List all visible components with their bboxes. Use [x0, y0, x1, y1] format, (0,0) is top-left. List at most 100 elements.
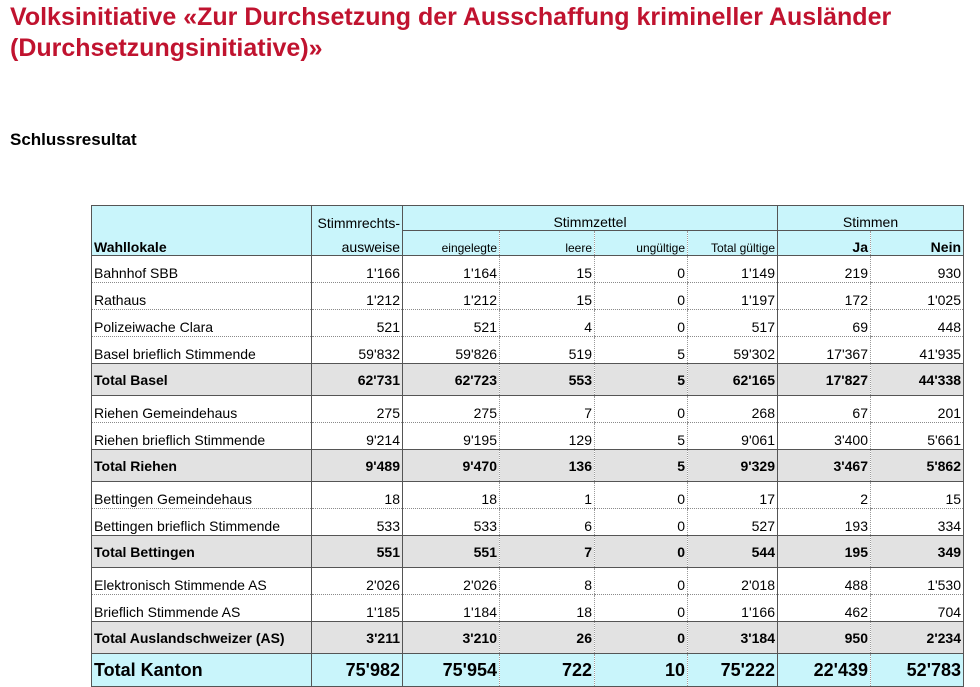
- cell-leere: 15: [499, 282, 595, 310]
- cell-ja: 219: [777, 255, 871, 283]
- cell-total-gueltige: 59'302: [687, 336, 778, 364]
- cell-ausweise: 59'832: [311, 336, 403, 364]
- cell-nein: 334: [869, 508, 965, 536]
- cell-wahllokal: Bahnhof SBB: [91, 255, 312, 283]
- cell-wahllokal: Rathaus: [91, 282, 312, 310]
- header-ja: Ja: [777, 230, 871, 256]
- cell-ausweise: 275: [311, 395, 403, 423]
- cell-eingelegte: 275: [402, 395, 500, 423]
- cell-ja: 2: [777, 481, 871, 509]
- subtotal-row: Total Bettingen 551 551 7 0 544 195 349: [91, 535, 965, 568]
- cell-ja: 462: [777, 594, 871, 622]
- cell-ausweise: 2'026: [311, 567, 403, 595]
- table-header: Stimmrechts- Stimmzettel Stimmen Wahllok…: [91, 205, 965, 256]
- cell-ausweise: 521: [311, 309, 403, 337]
- cell-leere: 553: [499, 363, 595, 396]
- cell-ausweise: 75'982: [311, 653, 403, 687]
- cell-leere: 6: [499, 508, 595, 536]
- cell-leere: 18: [499, 594, 595, 622]
- page-title: Volksinitiative «Zur Durchsetzung der Au…: [10, 3, 892, 62]
- cell-leere: 7: [499, 395, 595, 423]
- cell-eingelegte: 3'210: [402, 621, 500, 654]
- cell-total-gueltige: 544: [687, 535, 778, 568]
- cell-eingelegte: 18: [402, 481, 500, 509]
- cell-nein: 930: [869, 255, 965, 283]
- header-stimmzettel: Stimmzettel: [402, 205, 778, 231]
- header-nein: Nein: [869, 230, 965, 256]
- cell-total-gueltige: 1'197: [687, 282, 778, 310]
- cell-eingelegte: 75'954: [402, 653, 500, 687]
- cell-ausweise: 1'212: [311, 282, 403, 310]
- table-row: Bahnhof SBB 1'166 1'164 15 0 1'149 219 930: [91, 255, 965, 283]
- cell-leere: 4: [499, 309, 595, 337]
- cell-total-gueltige: 3'184: [687, 621, 778, 654]
- cell-nein: 15: [869, 481, 965, 509]
- cell-wahllokal: Bettingen Gemeindehaus: [91, 481, 312, 509]
- cell-leere: 26: [499, 621, 595, 654]
- cell-ungueltige: 0: [594, 594, 688, 622]
- cell-wahllokal: Total Basel: [91, 363, 312, 396]
- cell-ja: 195: [777, 535, 871, 568]
- cell-ausweise: 1'185: [311, 594, 403, 622]
- cell-total-gueltige: 17: [687, 481, 778, 509]
- table-row: Riehen Gemeindehaus 275 275 7 0 268 67 201: [91, 395, 965, 423]
- cell-ungueltige: 5: [594, 422, 688, 450]
- cell-eingelegte: 521: [402, 309, 500, 337]
- cell-ungueltige: 0: [594, 481, 688, 509]
- cell-nein: 201: [869, 395, 965, 423]
- cell-wahllokal: Total Auslandschweizer (AS): [91, 621, 312, 654]
- cell-ausweise: 1'166: [311, 255, 403, 283]
- cell-ungueltige: 0: [594, 567, 688, 595]
- table-row: Brieflich Stimmende AS 1'185 1'184 18 0 1'166…: [91, 594, 965, 622]
- table-row: Rathaus 1'212 1'212 15 0 1'197 172 1'025: [91, 282, 965, 310]
- cell-leere: 8: [499, 567, 595, 595]
- cell-ausweise: 9'489: [311, 449, 403, 482]
- cell-total-gueltige: 1'166: [687, 594, 778, 622]
- cell-ja: 193: [777, 508, 871, 536]
- header-total-gueltige: Total gültige: [687, 230, 778, 256]
- cell-nein: 448: [869, 309, 965, 337]
- cell-ja: 488: [777, 567, 871, 595]
- cell-ja: 17'367: [777, 336, 871, 364]
- cell-eingelegte: 1'164: [402, 255, 500, 283]
- cell-ausweise: 9'214: [311, 422, 403, 450]
- grand-total-row: Total Kanton 75'982 75'954 722 10 75'222 22'43…: [91, 653, 965, 687]
- header-wahllokale: Wahllokale: [91, 230, 312, 256]
- table-row: Polizeiwache Clara 521 521 4 0 517 69 448: [91, 309, 965, 337]
- cell-eingelegte: 9'470: [402, 449, 500, 482]
- subtotal-row: Total Auslandschweizer (AS) 3'211 3'210 26 0…: [91, 621, 965, 654]
- cell-nein: 1'530: [869, 567, 965, 595]
- cell-total-gueltige: 62'165: [687, 363, 778, 396]
- cell-nein: 41'935: [869, 336, 965, 364]
- table-row: Elektronisch Stimmende AS 2'026 2'026 8 0 2'0…: [91, 567, 965, 595]
- cell-nein: 5'661: [869, 422, 965, 450]
- cell-nein: 52'783: [869, 653, 965, 687]
- cell-nein: 1'025: [869, 282, 965, 310]
- cell-ja: 69: [777, 309, 871, 337]
- cell-ja: 22'439: [777, 653, 871, 687]
- cell-leere: 136: [499, 449, 595, 482]
- cell-ungueltige: 0: [594, 282, 688, 310]
- table-row: Riehen brieflich Stimmende 9'214 9'195 129 5…: [91, 422, 965, 450]
- cell-ja: 950: [777, 621, 871, 654]
- header-eingelegte: eingelegte: [402, 230, 500, 256]
- cell-ungueltige: 5: [594, 449, 688, 482]
- cell-ausweise: 3'211: [311, 621, 403, 654]
- header-stimmrechts: Stimmrechts-: [311, 205, 403, 231]
- cell-ungueltige: 0: [594, 535, 688, 568]
- cell-nein: 5'862: [869, 449, 965, 482]
- cell-ausweise: 62'731: [311, 363, 403, 396]
- cell-nein: 349: [869, 535, 965, 568]
- cell-eingelegte: 2'026: [402, 567, 500, 595]
- cell-wahllokal: Total Bettingen: [91, 535, 312, 568]
- cell-wahllokal: Polizeiwache Clara: [91, 309, 312, 337]
- cell-total-gueltige: 517: [687, 309, 778, 337]
- cell-nein: 44'338: [869, 363, 965, 396]
- cell-wahllokal: Riehen Gemeindehaus: [91, 395, 312, 423]
- cell-ungueltige: 0: [594, 508, 688, 536]
- cell-ja: 172: [777, 282, 871, 310]
- cell-ja: 67: [777, 395, 871, 423]
- header-ausweise: ausweise: [311, 230, 403, 256]
- cell-ungueltige: 0: [594, 621, 688, 654]
- table-row: Basel brieflich Stimmende 59'832 59'826 519…: [91, 336, 965, 364]
